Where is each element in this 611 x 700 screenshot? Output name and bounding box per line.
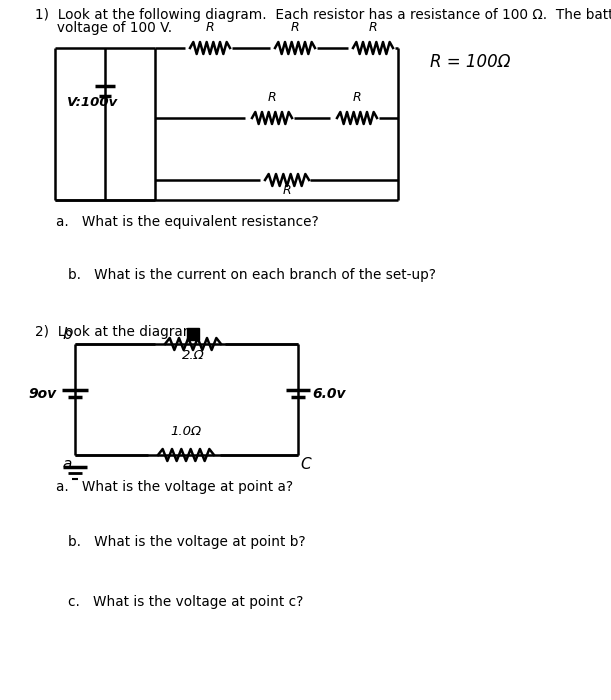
Text: R: R [368,21,378,34]
Text: c.   What is the voltage at point c?: c. What is the voltage at point c? [68,595,304,609]
Text: a.   What is the equivalent resistance?: a. What is the equivalent resistance? [56,215,319,229]
Text: a.   What is the voltage at point a?: a. What is the voltage at point a? [56,480,293,494]
Text: 1)  Look at the following diagram.  Each resistor has a resistance of 100 Ω.  Th: 1) Look at the following diagram. Each r… [35,8,611,22]
Text: R: R [283,184,291,197]
Text: 1.0Ω: 1.0Ω [170,425,202,438]
Text: a: a [62,457,72,472]
Text: b.   What is the voltage at point b?: b. What is the voltage at point b? [68,535,306,549]
Text: 9ov: 9ov [29,386,57,400]
Text: 2.Ω: 2.Ω [181,349,204,362]
Text: R: R [353,91,361,104]
Text: C: C [300,457,310,472]
Text: 6.0v: 6.0v [312,386,345,400]
Text: R: R [206,21,214,34]
Text: R = 100Ω: R = 100Ω [430,53,511,71]
Text: V:100v: V:100v [67,97,119,109]
Text: R: R [291,21,299,34]
Text: voltage of 100 V.: voltage of 100 V. [35,21,172,35]
Text: 2)  Look at the diagram.: 2) Look at the diagram. [35,325,200,339]
Text: R: R [268,91,276,104]
Text: b: b [62,327,72,342]
Text: b.   What is the current on each branch of the set-up?: b. What is the current on each branch of… [68,268,436,282]
